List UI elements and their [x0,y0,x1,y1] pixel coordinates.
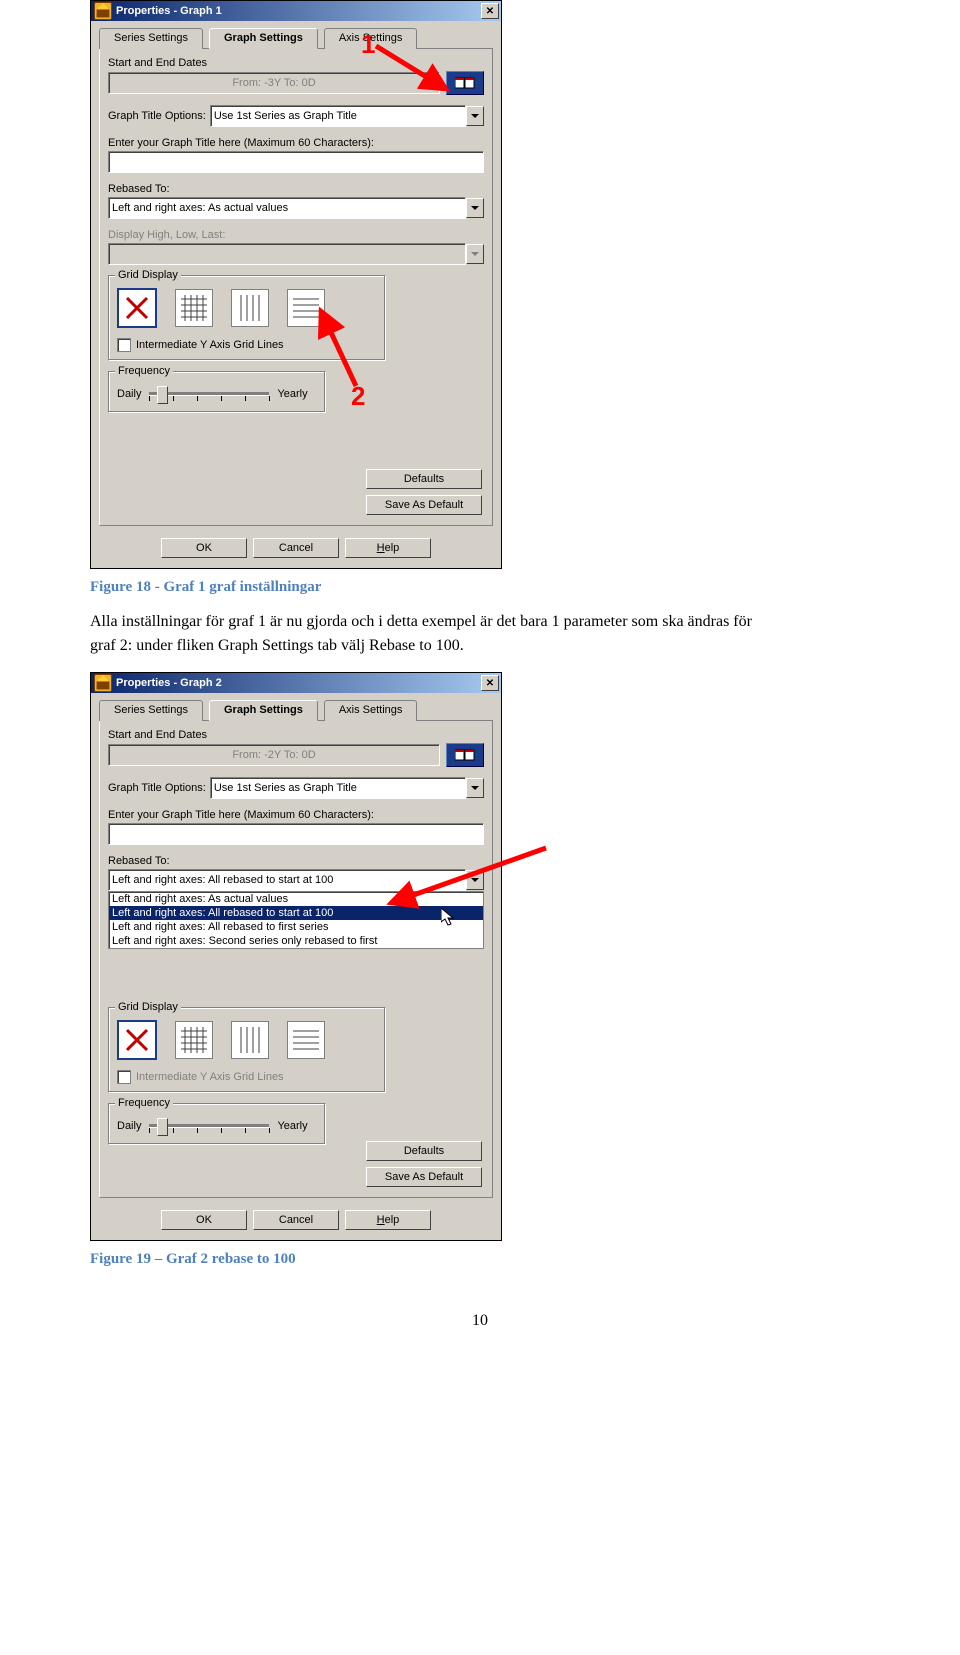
page-number: 10 [0,1282,960,1340]
title-options-select[interactable]: Use 1st Series as Graph Title [210,105,466,127]
tabstrip: Series Settings Graph Settings Axis Sett… [99,699,493,721]
date-picker-button[interactable] [446,743,484,767]
frequency-min-label: Daily [117,388,141,400]
figure-19-caption: Figure 19 – Graf 2 rebase to 100 [90,1251,870,1268]
cancel-button[interactable]: Cancel [253,538,339,558]
dropdown-arrow-icon[interactable] [466,106,484,126]
grid-horizontal-option[interactable] [287,289,325,327]
rebased-select[interactable]: Left and right axes: As actual values [108,197,466,219]
close-icon[interactable]: ✕ [481,675,499,691]
cancel-button[interactable]: Cancel [253,1210,339,1230]
dates-label: Start and End Dates [108,57,484,69]
grid-vertical-option[interactable] [231,289,269,327]
tab-axis-settings[interactable]: Axis Settings [324,700,418,721]
frequency-slider[interactable]: Daily Yearly [117,1116,317,1136]
checkbox-box-icon [117,338,131,352]
dropdown-arrow-icon[interactable] [466,198,484,218]
grid-none-option[interactable] [117,288,157,328]
checkbox-box-icon [117,1070,131,1084]
grid-display-group: Grid Display Intermediate Y Axis Grid Li… [108,1007,386,1093]
intermediate-y-checkbox[interactable]: Intermediate Y Axis Grid Lines [117,338,377,352]
properties-graph2-dialog: Properties - Graph 2 ✕ Series Settings G… [90,672,502,1241]
properties-graph1-dialog: Properties - Graph 1 ✕ Series Settings G… [90,0,502,569]
hll-label: Display High, Low, Last: [108,229,484,241]
grid-horizontal-option[interactable] [287,1021,325,1059]
tab-graph-settings[interactable]: Graph Settings [209,700,318,721]
dropdown-arrow-icon[interactable] [466,778,484,798]
help-button[interactable]: Help [345,538,431,558]
custom-title-label: Enter your Graph Title here (Maximum 60 … [108,809,484,821]
frequency-max-label: Yearly [277,1120,307,1132]
rebased-option[interactable]: Left and right axes: All rebased to star… [109,906,483,920]
frequency-slider[interactable]: Daily Yearly [117,384,317,404]
body-paragraph: Alla inställningar för graf 1 är nu gjor… [90,610,870,658]
title-options-label: Graph Title Options: [108,782,206,794]
help-button[interactable]: Help [345,1210,431,1230]
grid-both-option[interactable] [175,1021,213,1059]
tab-axis-settings[interactable]: Axis Settings [324,28,418,49]
rebased-dropdown-list[interactable]: Left and right axes: As actual valuesLef… [108,891,484,949]
window-title: Properties - Graph 1 [116,5,222,17]
dropdown-arrow-icon[interactable] [466,870,484,890]
frequency-min-label: Daily [117,1120,141,1132]
frequency-group: Frequency Daily Yearly [108,371,326,413]
save-as-default-button[interactable]: Save As Default [366,495,482,515]
grid-display-legend: Grid Display [115,1001,181,1013]
rebased-option[interactable]: Left and right axes: As actual values [109,892,483,906]
grid-both-option[interactable] [175,289,213,327]
ok-button[interactable]: OK [161,538,247,558]
defaults-button[interactable]: Defaults [366,1141,482,1161]
rebased-option[interactable]: Left and right axes: Second series only … [109,934,483,948]
intermediate-y-label: Intermediate Y Axis Grid Lines [136,339,284,351]
rebased-option[interactable]: Left and right axes: All rebased to firs… [109,920,483,934]
grid-display-group: Grid Display Intermediate Y Axis Grid Li… [108,275,386,361]
dropdown-arrow-icon [466,244,484,264]
dates-value: From: -3Y To: 0D [108,72,440,94]
custom-title-input[interactable] [108,823,484,845]
grid-vertical-option[interactable] [231,1021,269,1059]
rebased-label: Rebased To: [108,183,484,195]
close-icon[interactable]: ✕ [481,3,499,19]
hll-select [108,243,466,265]
frequency-max-label: Yearly [277,388,307,400]
intermediate-y-checkbox[interactable]: Intermediate Y Axis Grid Lines [117,1070,377,1084]
graph-settings-panel: Start and End Dates From: -3Y To: 0D Gra… [99,49,493,526]
title-options-select[interactable]: Use 1st Series as Graph Title [210,777,466,799]
dates-label: Start and End Dates [108,729,484,741]
defaults-button[interactable]: Defaults [366,469,482,489]
grid-display-legend: Grid Display [115,269,181,281]
graph-settings-panel: Start and End Dates From: -2Y To: 0D Gra… [99,721,493,1198]
custom-title-label: Enter your Graph Title here (Maximum 60 … [108,137,484,149]
title-options-label: Graph Title Options: [108,110,206,122]
ok-button[interactable]: OK [161,1210,247,1230]
dates-value: From: -2Y To: 0D [108,744,440,766]
app-icon [94,674,112,692]
titlebar[interactable]: Properties - Graph 1 ✕ [91,1,501,21]
save-as-default-button[interactable]: Save As Default [366,1167,482,1187]
titlebar[interactable]: Properties - Graph 2 ✕ [91,673,501,693]
tab-graph-settings[interactable]: Graph Settings [209,28,318,49]
frequency-legend: Frequency [115,1097,173,1109]
date-picker-button[interactable] [446,71,484,95]
app-icon [94,2,112,20]
figure-18-caption: Figure 18 - Graf 1 graf inställningar [90,579,870,596]
rebased-label: Rebased To: [108,855,484,867]
intermediate-y-label: Intermediate Y Axis Grid Lines [136,1071,284,1083]
window-title: Properties - Graph 2 [116,677,222,689]
rebased-select[interactable]: Left and right axes: All rebased to star… [108,869,466,891]
tab-series-settings[interactable]: Series Settings [99,28,203,49]
tabstrip: Series Settings Graph Settings Axis Sett… [99,27,493,49]
frequency-legend: Frequency [115,365,173,377]
tab-series-settings[interactable]: Series Settings [99,700,203,721]
custom-title-input[interactable] [108,151,484,173]
frequency-group: Frequency Daily Yearly [108,1103,326,1145]
grid-none-option[interactable] [117,1020,157,1060]
